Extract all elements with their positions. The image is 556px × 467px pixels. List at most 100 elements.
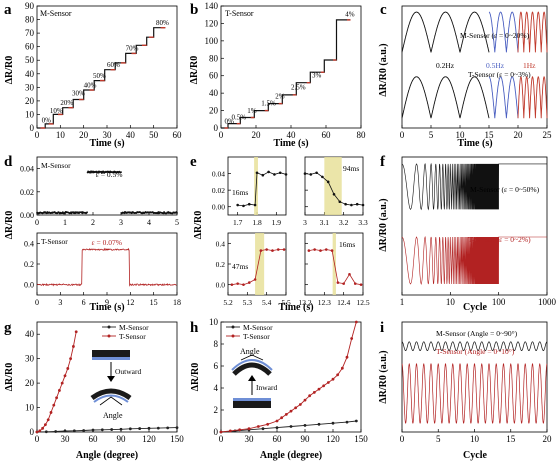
series-point: [238, 428, 241, 431]
y-tick-label: 40: [209, 88, 219, 98]
series-point: [69, 357, 72, 360]
x-axis-label: Time (s): [457, 138, 492, 149]
response-point: [362, 204, 365, 207]
x-axis-label: Cycle: [463, 450, 487, 461]
y-tick-label: 140: [205, 1, 219, 11]
x-tick-label: 25: [543, 130, 553, 140]
response-point: [248, 281, 251, 284]
strain-annotation: ε = 0.07%: [91, 238, 122, 247]
bending-inset: AngleInward: [232, 347, 277, 408]
x-tick-label: 60: [173, 130, 183, 140]
series-point: [257, 425, 260, 428]
series-line: [221, 322, 356, 432]
y-tick-label: 20: [25, 96, 35, 106]
y-axis-label: ΔR/R0: [4, 363, 15, 392]
series-point: [308, 394, 311, 397]
strain-annotation: 0%: [42, 117, 52, 125]
response-time-band: [255, 233, 264, 295]
inset-arrow-label: Inward: [256, 383, 277, 392]
response-point: [337, 281, 340, 284]
y-tick-label: 0: [30, 427, 35, 437]
series-line: [37, 332, 76, 432]
x-tick-label: 20: [514, 130, 524, 140]
x-tick-label: 20: [79, 130, 89, 140]
waveform-1Hz: [518, 77, 547, 118]
series-point: [290, 410, 293, 413]
flat-substrate: [233, 398, 271, 401]
cycling-line: [402, 237, 547, 284]
series-point: [346, 356, 349, 359]
series-point: [157, 427, 160, 430]
x-tick-label: 18: [173, 298, 181, 307]
y-tick-label: 0.4: [24, 239, 34, 248]
panel-label-h: h: [190, 320, 199, 336]
legend-marker: [232, 326, 235, 329]
y-tick-label: 70: [25, 28, 35, 38]
x-tick-label: 5: [175, 218, 179, 227]
series-point: [336, 373, 339, 376]
series-point: [138, 427, 141, 430]
strain-annotation: 4%: [345, 10, 355, 18]
y-tick-label: 2: [214, 405, 219, 415]
x-tick-label: 50: [149, 130, 159, 140]
series-point: [318, 423, 321, 426]
legend-label: M-Sensor: [243, 323, 273, 332]
y-tick-label: 80: [25, 15, 35, 25]
series-point: [41, 427, 44, 430]
strain-annotation: 2%: [275, 92, 285, 100]
x-tick-label: 150: [354, 434, 368, 444]
response-point: [310, 173, 313, 176]
t-sensor-line: [221, 20, 351, 128]
response-point: [348, 273, 351, 276]
x-axis-label: Time (s): [89, 302, 124, 313]
y-axis-label: ΔR/R0: [189, 56, 200, 85]
legend-marker: [232, 335, 235, 338]
strain-annotation: 10%: [50, 107, 63, 115]
series-point: [276, 426, 279, 429]
panel-label-e: e: [190, 154, 197, 170]
series-point: [72, 345, 75, 348]
x-tick-label: 0: [35, 218, 39, 227]
panel-label-c: c: [380, 2, 387, 18]
series-point: [262, 427, 265, 430]
x-tick-label: 0: [400, 434, 405, 444]
series-point: [313, 391, 316, 394]
m-sensor-point: [86, 211, 88, 213]
series-point: [36, 431, 39, 434]
series-point: [52, 404, 55, 407]
y-tick-label: 30: [25, 82, 35, 92]
y-tick-label: 120: [205, 18, 219, 28]
response-point: [360, 283, 363, 286]
response-time-label: 94ms: [343, 164, 359, 173]
y-tick-label: 100: [205, 36, 219, 46]
series-label-t: T-Sensor (ε = 0~3%): [468, 70, 531, 79]
y-tick-label: 8: [214, 339, 219, 349]
axes-g: 0 30 60 90 120 150010203040: [25, 322, 184, 444]
legend-label: T-Sensor: [243, 332, 270, 341]
x-axis-label: Time (s): [89, 138, 124, 149]
series-point: [148, 427, 151, 430]
y-tick-label: 0.00: [20, 211, 34, 220]
series-line: [37, 428, 177, 432]
y-tick-label: 0.04: [20, 165, 34, 174]
panel-label-f: f: [380, 154, 386, 170]
response-point: [354, 282, 357, 285]
y-tick-label: 20: [209, 106, 219, 116]
series-point: [73, 429, 76, 432]
x-tick-label: 0: [35, 434, 40, 444]
x-tick-label: 12: [126, 298, 134, 307]
series-label-t: T-Sensor (ε = 0~2%): [468, 235, 531, 244]
series-label-m: M-Sensor (ε = 0~20%): [460, 31, 530, 40]
y-tick-label: 10: [25, 403, 35, 413]
series-label-m: M-Sensor (Angle = 0~90°): [436, 329, 518, 338]
x-tick-label: 12.3: [318, 298, 331, 307]
response-time-label: 16ms: [232, 188, 248, 197]
panel-label-i: i: [380, 320, 384, 336]
series-point: [44, 423, 47, 426]
waveform-0.2Hz: [402, 77, 489, 118]
strain-annotation: 80%: [156, 19, 169, 27]
response-point: [256, 171, 259, 174]
x-tick-label: 0: [35, 130, 40, 140]
axes-e0: 1.7 1.8 1.90.000.020.04: [212, 157, 287, 227]
